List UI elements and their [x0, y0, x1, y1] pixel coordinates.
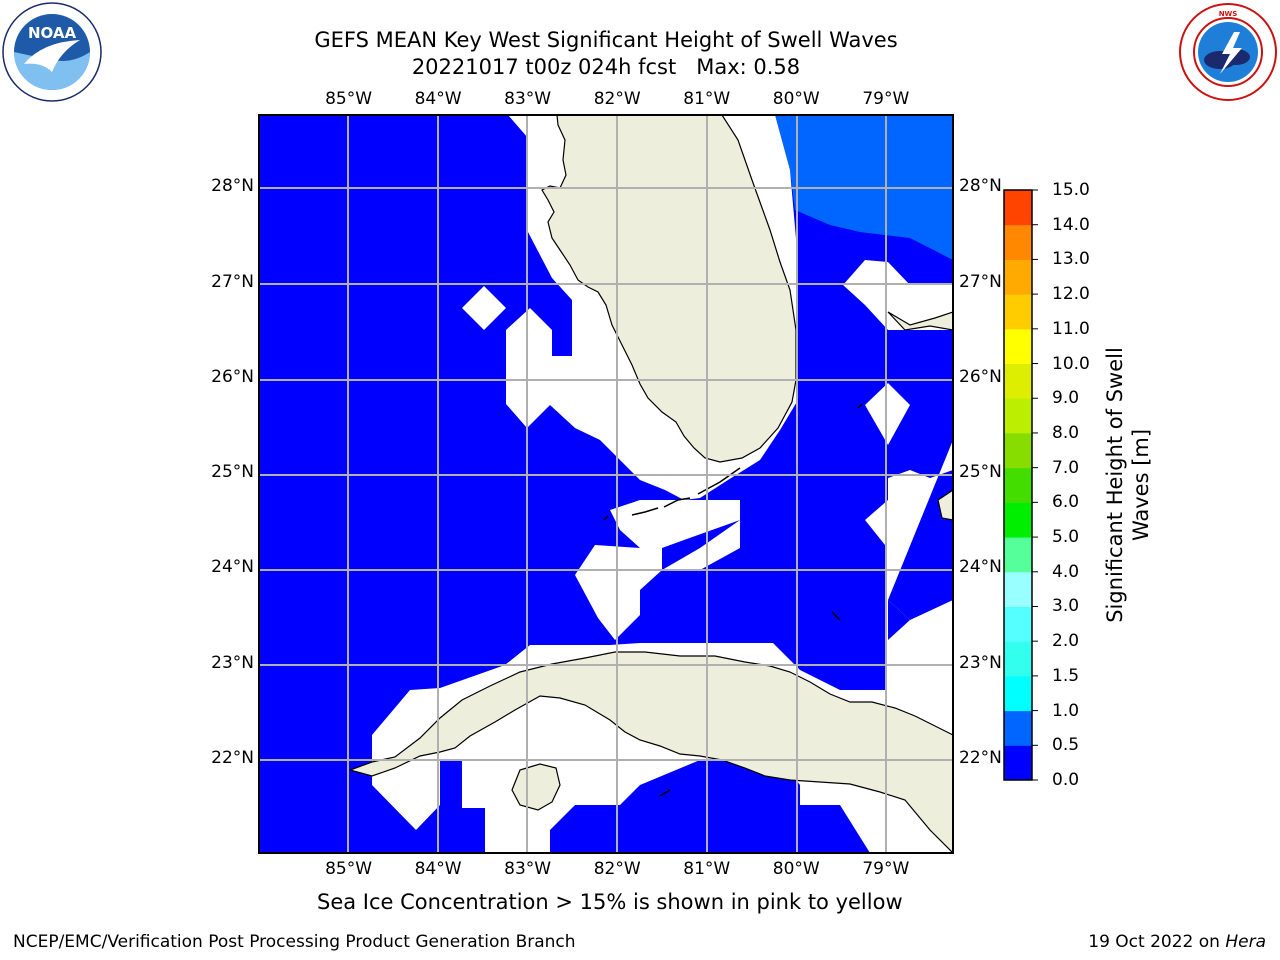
- andros-island: [937, 489, 953, 521]
- colorbar-segment: [1004, 432, 1032, 469]
- colorbar-segment: [1004, 675, 1032, 712]
- lat-tick-label-left: 24°N: [211, 557, 254, 578]
- footer-date-text: 19 Oct 2022 on: [1088, 932, 1226, 952]
- colorbar: [1003, 189, 1038, 781]
- footer-date: 19 Oct 2022 on Hera: [1088, 932, 1266, 952]
- florida-keys: [603, 403, 863, 797]
- colorbar-tick-label: 14.0: [1052, 214, 1090, 235]
- colorbar-segment: [1004, 641, 1032, 677]
- lon-tick-label-top: 79°W: [862, 89, 910, 109]
- colorbar-segment: [1004, 259, 1032, 295]
- lat-tick-label-right: 23°N: [959, 652, 1002, 673]
- colorbar-segment: [1004, 710, 1032, 746]
- lon-tick-label-bottom: 83°W: [504, 859, 552, 879]
- lat-tick-label-right: 22°N: [959, 747, 1002, 768]
- colorbar-tick-label: 11.0: [1052, 318, 1090, 339]
- isla-de-la-juventud: [511, 763, 561, 811]
- colorbar-tick-label: 2.0: [1052, 631, 1080, 652]
- colorbar-segment: [1004, 224, 1032, 260]
- lon-tick-label-bottom: 84°W: [414, 859, 462, 879]
- map-frame: [258, 114, 954, 854]
- lon-tick-label-top: 82°W: [593, 89, 641, 109]
- lon-tick-label-bottom: 80°W: [772, 859, 820, 879]
- lat-tick-label-right: 28°N: [959, 176, 1002, 197]
- colorbar-tick-label: 4.0: [1052, 561, 1080, 582]
- colorbar-segment: [1004, 294, 1032, 330]
- lon-tick-label-bottom: 85°W: [325, 859, 373, 879]
- colorbar-title: Significant Height of Swell Waves [m]: [1102, 347, 1154, 623]
- lon-tick-label-bottom: 82°W: [593, 859, 641, 879]
- colorbar-tick-label: 13.0: [1052, 249, 1090, 270]
- lat-tick-label-right: 26°N: [959, 366, 1002, 387]
- colorbar-segment: [1004, 745, 1032, 781]
- colorbar-segment: [1004, 606, 1032, 642]
- lat-tick-label-right: 24°N: [959, 557, 1002, 578]
- lon-tick-label-top: 84°W: [414, 89, 462, 109]
- colorbar-tick-label: 0.5: [1052, 735, 1080, 756]
- florida-land: [541, 115, 797, 463]
- lat-tick-label-left: 23°N: [211, 652, 254, 673]
- lon-tick-label-top: 85°W: [325, 89, 373, 109]
- noaa-logo: NOAA: [2, 2, 102, 106]
- colorbar-segment: [1004, 571, 1032, 607]
- lon-tick-label-top: 83°W: [504, 89, 552, 109]
- lat-tick-label-left: 25°N: [211, 462, 254, 483]
- svg-text:NWS: NWS: [1219, 10, 1238, 18]
- lat-tick-label-left: 28°N: [211, 176, 254, 197]
- chart-subtitle-forecast: 20221017 t00z 024h fcst Max: 0.58: [411, 55, 801, 79]
- lon-tick-label-top: 80°W: [772, 89, 820, 109]
- colorbar-tick-label: 1.5: [1052, 665, 1080, 686]
- colorbar-tick-label: 6.0: [1052, 492, 1080, 513]
- colorbar-tick-label: 15.0: [1052, 180, 1090, 200]
- chart-title: GEFS MEAN Key West Significant Height of…: [314, 28, 898, 52]
- colorbar-tick-label: 8.0: [1052, 422, 1080, 443]
- colorbar-tick-label: 3.0: [1052, 596, 1080, 617]
- lat-lon-grid: [259, 115, 953, 853]
- colorbar-tick-label: 12.0: [1052, 284, 1090, 305]
- colorbar-tick-label: 0.0: [1052, 770, 1080, 790]
- lat-tick-label-left: 26°N: [211, 366, 254, 387]
- colorbar-segment: [1004, 190, 1032, 226]
- colorbar-tick-label: 1.0: [1052, 700, 1080, 721]
- swell-below-0-5-patches: [550, 600, 910, 853]
- noaa-logo-text: NOAA: [28, 24, 77, 42]
- colorbar-segment: [1004, 363, 1032, 399]
- colorbar-title-line1: Significant Height of Swell: [1103, 347, 1127, 623]
- footer-host: Hera: [1225, 932, 1266, 952]
- colorbar-tick-label: 10.0: [1052, 353, 1090, 374]
- colorbar-segment: [1004, 467, 1032, 503]
- colorbar-segment: [1004, 398, 1032, 434]
- colorbar-segment: [1004, 328, 1032, 365]
- colorbar-tick-label: 9.0: [1052, 388, 1080, 409]
- footer-credit: NCEP/EMC/Verification Post Processing Pr…: [13, 932, 576, 952]
- lat-tick-label-left: 22°N: [211, 747, 254, 768]
- lon-tick-label-top: 81°W: [683, 89, 731, 109]
- land-masses: [348, 115, 953, 853]
- colorbar-tick-label: 5.0: [1052, 527, 1080, 548]
- lat-tick-label-left: 27°N: [211, 271, 254, 292]
- colorbar-title-line2: Waves [m]: [1129, 428, 1153, 542]
- colorbar-frame: [1003, 189, 1033, 781]
- cuba-land: [348, 651, 953, 853]
- colorbar-segment: [1004, 537, 1032, 573]
- bahamas-land: [887, 311, 953, 331]
- lon-tick-label-bottom: 81°W: [683, 859, 731, 879]
- lon-tick-label-bottom: 79°W: [862, 859, 910, 879]
- lat-tick-label-right: 25°N: [959, 462, 1002, 483]
- lat-tick-label-right: 27°N: [959, 271, 1002, 292]
- colorbar-segment: [1004, 502, 1032, 538]
- colorbar-tick-label: 7.0: [1052, 457, 1080, 478]
- sea-ice-note: Sea Ice Concentration > 15% is shown in …: [317, 890, 903, 914]
- nws-logo: NWS: [1178, 2, 1278, 106]
